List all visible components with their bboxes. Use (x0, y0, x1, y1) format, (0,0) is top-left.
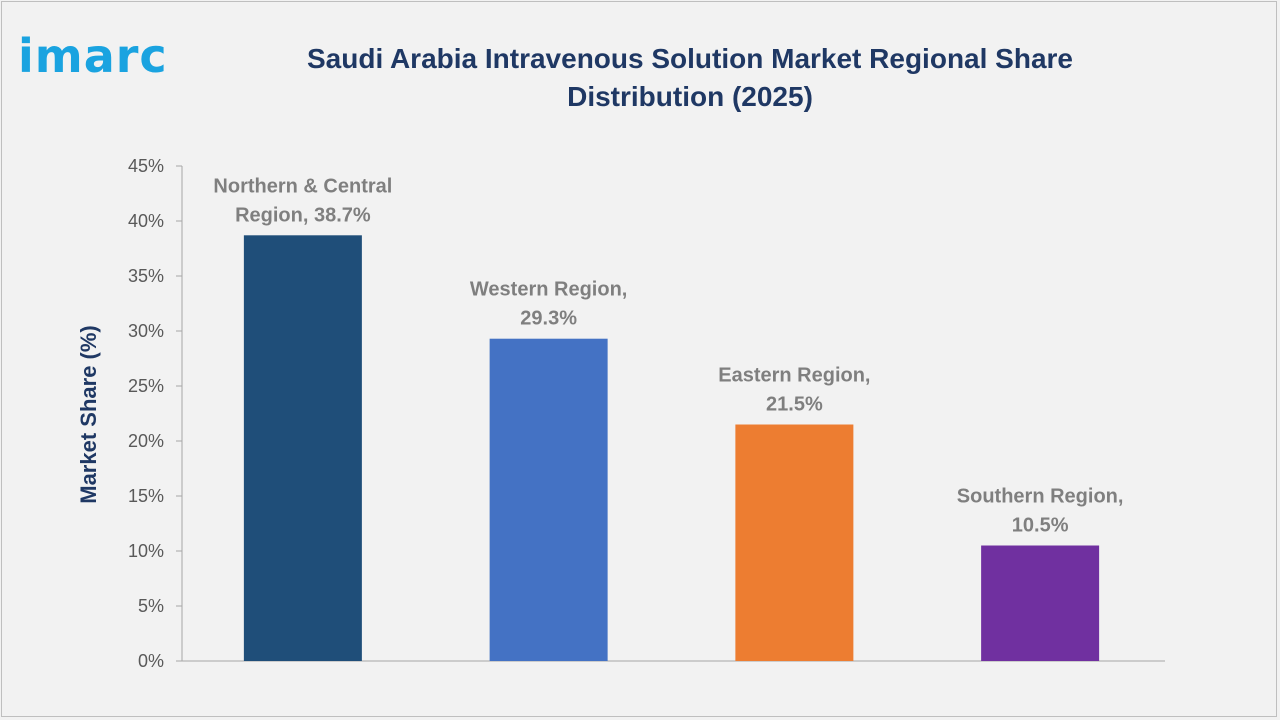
y-tick-label: 35% (128, 266, 164, 286)
bar (981, 545, 1100, 661)
bar (489, 338, 608, 661)
bar (243, 235, 362, 662)
data-label: 21.5% (766, 394, 823, 416)
y-tick-label: 15% (128, 486, 164, 506)
data-label: 10.5% (1012, 515, 1069, 537)
y-tick-label: 30% (128, 321, 164, 341)
data-label: Northern & Central (213, 175, 392, 197)
y-tick-label: 5% (138, 596, 164, 616)
y-tick-label: 25% (128, 376, 164, 396)
bar (735, 424, 854, 661)
y-tick-label: 10% (128, 541, 164, 561)
chart-title: Saudi Arabia Intravenous Solution Market… (306, 43, 1073, 112)
y-axis-label: Market Share (%) (76, 325, 101, 504)
imarc-logo: imarc (18, 29, 168, 83)
data-label: Western Region, (470, 279, 627, 301)
y-tick-label: 45% (128, 156, 164, 176)
data-label: 29.3% (520, 308, 577, 330)
y-tick-label: 20% (128, 431, 164, 451)
data-label: Eastern Region, (718, 365, 870, 387)
data-label: Region, 38.7% (235, 204, 371, 226)
y-tick-label: 40% (128, 211, 164, 231)
data-label: Southern Region, (957, 486, 1124, 508)
y-tick-label: 0% (138, 651, 164, 671)
